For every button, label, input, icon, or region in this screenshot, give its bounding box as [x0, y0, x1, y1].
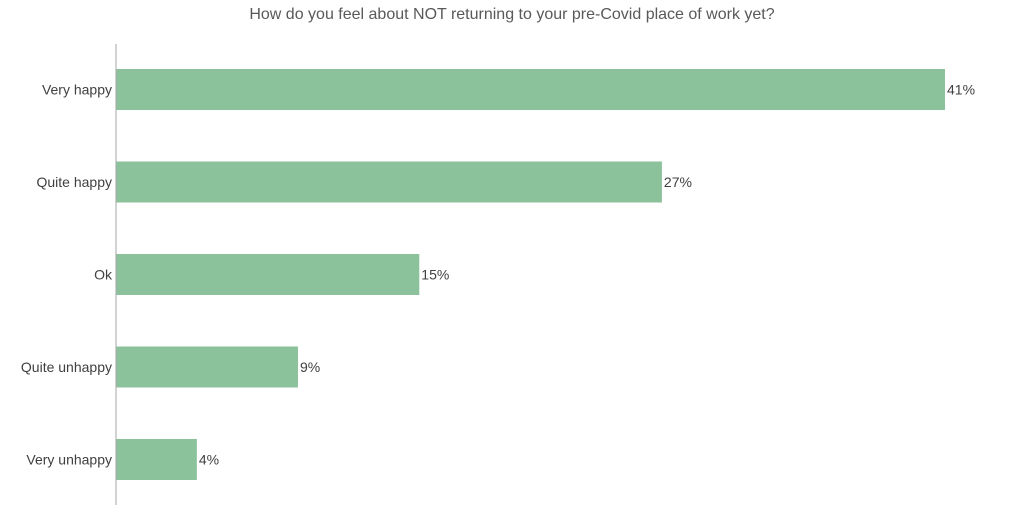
bar-quite-unhappy	[116, 346, 298, 388]
bar-ok	[116, 254, 420, 295]
bars-group	[116, 69, 945, 480]
value-label-very-happy: 41%	[947, 82, 975, 98]
category-label-quite-unhappy: Quite unhappy	[21, 359, 112, 375]
category-label-quite-happy: Quite happy	[37, 174, 113, 190]
value-label-very-unhappy: 4%	[199, 452, 219, 468]
category-label-very-unhappy: Very unhappy	[26, 452, 112, 468]
bar-very-happy	[116, 69, 945, 110]
category-label-very-happy: Very happy	[42, 82, 112, 98]
bar-quite-happy	[116, 161, 662, 203]
category-label-ok: Ok	[94, 267, 113, 283]
category-labels-group: Very happy Quite happy Ok Quite unhappy Very…	[21, 82, 113, 468]
value-label-quite-happy: 27%	[664, 174, 692, 190]
chart-title: How do you feel about NOT returning to y…	[249, 6, 775, 23]
bar-very-unhappy	[116, 439, 197, 480]
value-labels-group: 41% 27% 15% 9% 4%	[199, 82, 975, 468]
value-label-quite-unhappy: 9%	[300, 359, 320, 375]
value-label-ok: 15%	[421, 267, 449, 283]
